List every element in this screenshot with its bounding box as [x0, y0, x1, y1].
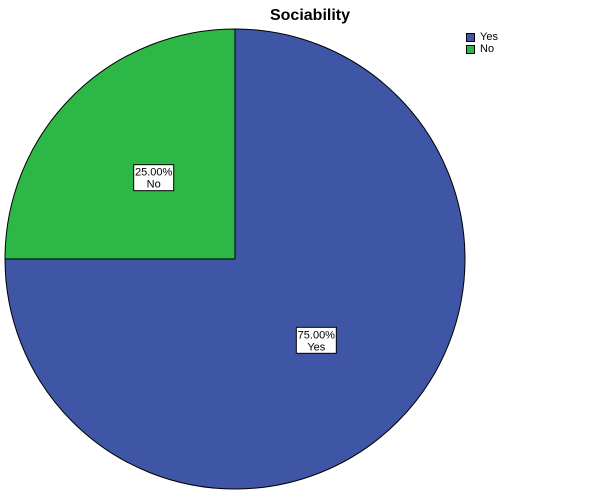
legend-swatch-yes [466, 32, 475, 42]
slice-label-yes: 75.00%Yes [295, 326, 337, 354]
legend-item-no: No [466, 43, 498, 55]
pie-slice-yes [4, 28, 466, 490]
legend-label-no: No [480, 43, 495, 55]
chart-title: Sociability [269, 7, 351, 24]
legend-swatch-no [466, 44, 475, 54]
slice-percent-label: 25.00% [135, 167, 173, 179]
slice-label-no: 25.00%No [133, 164, 175, 192]
slice-label-box [295, 326, 337, 354]
legend-label-yes: Yes [480, 31, 498, 43]
pie-slice-no [4, 28, 236, 260]
slice-category-label: Yes [307, 341, 325, 353]
chart-legend: Yes No [466, 31, 498, 55]
slice-label-box [133, 164, 175, 192]
slice-percent-label: 75.00% [298, 329, 336, 341]
legend-item-yes: Yes [466, 31, 498, 43]
slice-category-label: No [147, 179, 161, 191]
